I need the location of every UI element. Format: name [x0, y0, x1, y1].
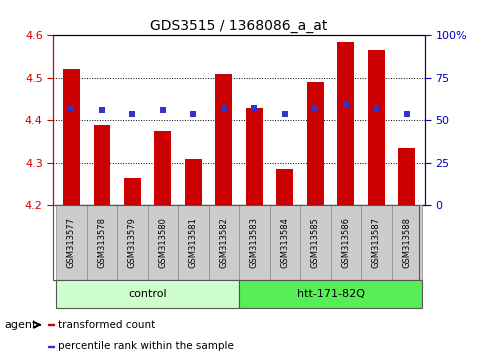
Bar — [368, 50, 384, 205]
Text: agent: agent — [5, 320, 37, 330]
Text: transformed count: transformed count — [58, 320, 156, 330]
Bar — [209, 205, 239, 280]
Bar — [330, 205, 361, 280]
Bar — [307, 82, 324, 205]
Bar — [361, 205, 392, 280]
Bar — [185, 159, 202, 205]
Bar — [239, 280, 422, 308]
Bar — [56, 280, 239, 308]
Text: percentile rank within the sample: percentile rank within the sample — [58, 341, 234, 351]
Bar — [398, 148, 415, 205]
Text: GSM313586: GSM313586 — [341, 217, 350, 268]
Bar — [148, 205, 178, 280]
Text: GSM313583: GSM313583 — [250, 217, 259, 268]
Bar — [124, 178, 141, 205]
Bar — [276, 169, 293, 205]
Bar — [155, 131, 171, 205]
Bar — [246, 108, 263, 205]
Bar — [178, 205, 209, 280]
Bar — [56, 205, 86, 280]
Text: htt-171-82Q: htt-171-82Q — [297, 289, 365, 299]
Text: GSM313588: GSM313588 — [402, 217, 411, 268]
Text: GSM313581: GSM313581 — [189, 217, 198, 268]
Bar — [338, 42, 354, 205]
Text: GSM313577: GSM313577 — [67, 217, 76, 268]
Bar — [270, 205, 300, 280]
Bar — [94, 125, 110, 205]
Text: GSM313579: GSM313579 — [128, 217, 137, 268]
Bar — [63, 69, 80, 205]
Bar — [48, 346, 54, 347]
Bar — [300, 205, 330, 280]
Bar — [239, 205, 270, 280]
Text: GSM313587: GSM313587 — [372, 217, 381, 268]
Text: control: control — [128, 289, 167, 299]
Bar — [392, 205, 422, 280]
Text: GSM313582: GSM313582 — [219, 217, 228, 268]
Text: GSM313580: GSM313580 — [158, 217, 168, 268]
Bar — [86, 205, 117, 280]
Title: GDS3515 / 1368086_a_at: GDS3515 / 1368086_a_at — [150, 19, 328, 33]
Bar — [117, 205, 148, 280]
Text: GSM313584: GSM313584 — [280, 217, 289, 268]
Text: GSM313578: GSM313578 — [98, 217, 106, 268]
Bar — [215, 74, 232, 205]
Text: GSM313585: GSM313585 — [311, 217, 320, 268]
